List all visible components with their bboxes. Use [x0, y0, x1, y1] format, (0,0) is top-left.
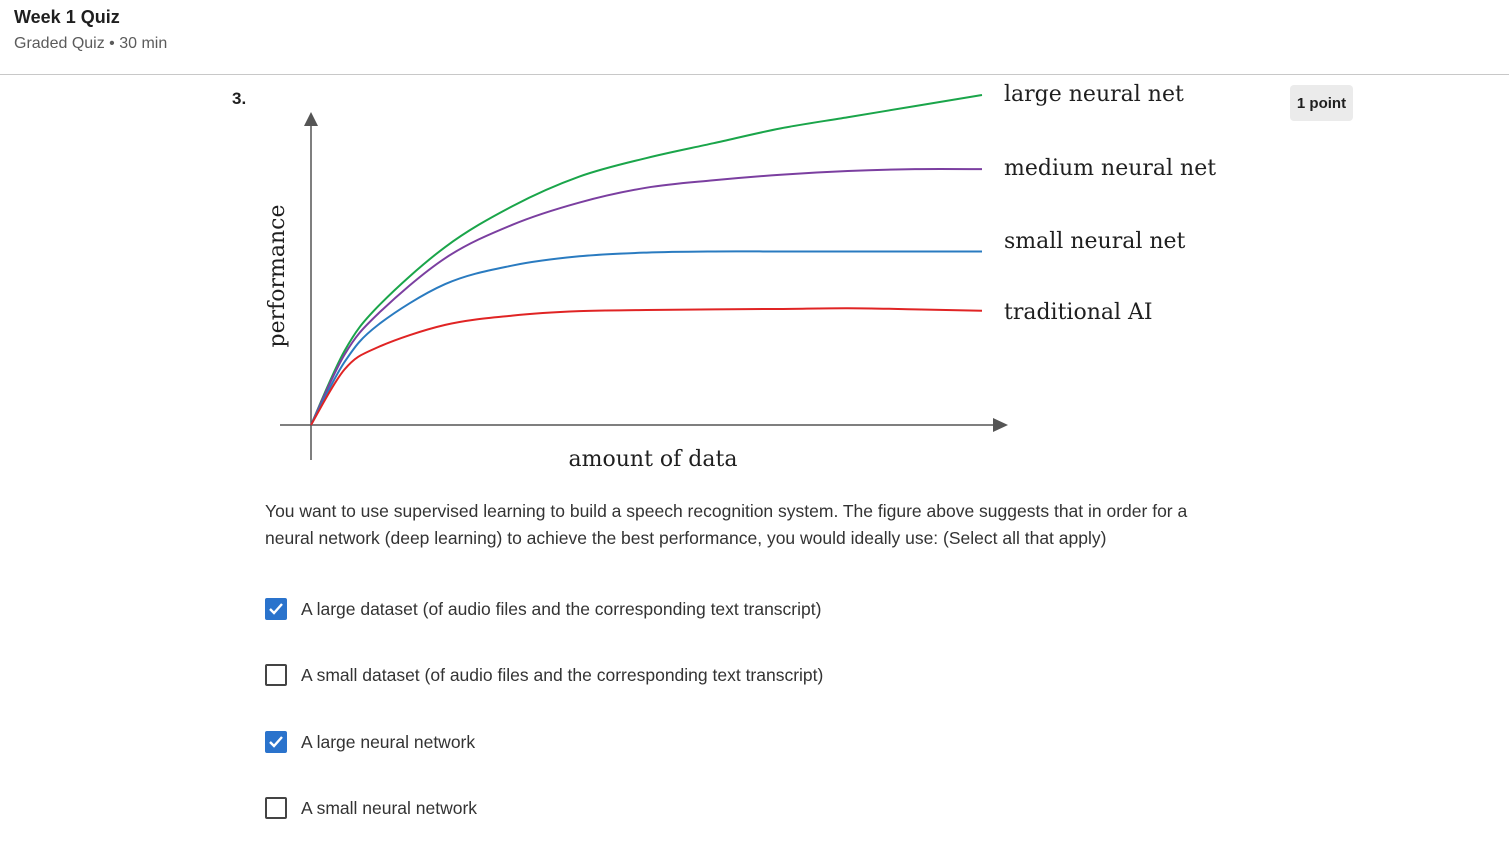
quiz-meta: Graded Quiz • 30 min	[14, 35, 168, 52]
series-label-0: large neural net	[1004, 82, 1184, 107]
series-label-layer: large neural net medium neural net small n…	[1004, 82, 1216, 325]
check-icon	[269, 736, 283, 748]
series-line-3	[310, 307, 983, 426]
points-badge: 1 point	[1290, 85, 1353, 121]
series-layer	[310, 94, 983, 426]
answer-option[interactable]: A small dataset (of audio files and the …	[265, 664, 823, 686]
answer-option-label: A small neural network	[301, 797, 478, 818]
question-prompt: You want to use supervised learning to b…	[265, 501, 1188, 548]
series-line-0	[310, 94, 983, 426]
x-axis-label: amount of data	[569, 447, 738, 472]
answer-option[interactable]: A large neural network	[265, 731, 475, 753]
series-line-1	[310, 168, 983, 426]
series-line-2	[310, 250, 982, 426]
answer-option[interactable]: A small neural network	[265, 797, 477, 819]
y-axis-label: performance	[265, 204, 290, 347]
checkbox-checked[interactable]	[265, 598, 287, 620]
answer-option[interactable]: A large dataset (of audio files and the …	[265, 598, 821, 620]
x-axis-arrow	[993, 418, 1008, 432]
answer-option-label: A large neural network	[301, 731, 476, 752]
chart-axes	[280, 112, 1008, 460]
question-number: 3.	[232, 89, 247, 108]
checkbox-unchecked[interactable]	[265, 797, 287, 819]
series-label-2: small neural net	[1004, 229, 1186, 254]
y-axis-arrow	[304, 112, 318, 126]
quiz-header: Week 1 Quiz Graded Quiz • 30 min	[0, 0, 1509, 75]
check-icon	[269, 603, 283, 615]
checkbox-unchecked[interactable]	[265, 664, 287, 686]
series-label-1: medium neural net	[1004, 156, 1216, 181]
checkbox-checked[interactable]	[265, 731, 287, 753]
performance-chart: large neural net medium neural net small n…	[265, 82, 1216, 472]
quiz-title: Week 1 Quiz	[14, 7, 120, 27]
series-label-3: traditional AI	[1004, 300, 1153, 325]
answer-option-label: A small dataset (of audio files and the …	[301, 664, 824, 685]
answer-option-label: A large dataset (of audio files and the …	[301, 598, 822, 619]
